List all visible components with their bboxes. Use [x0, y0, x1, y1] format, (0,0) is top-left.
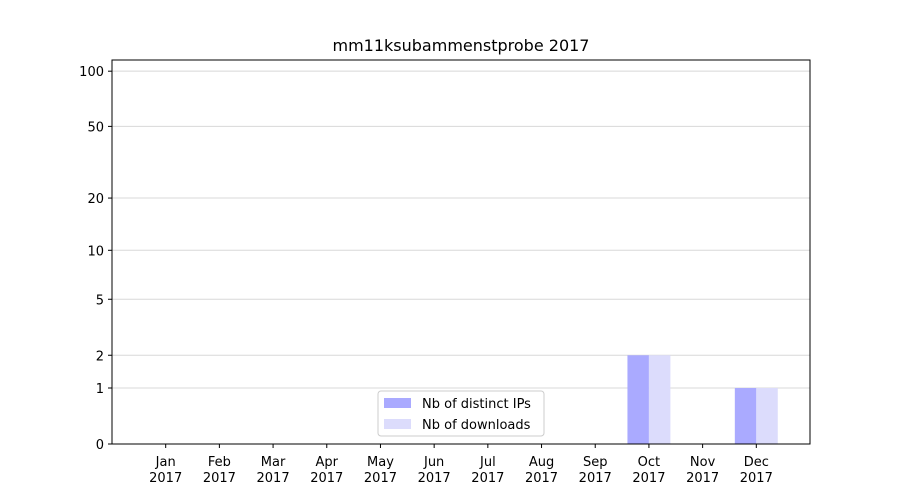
legend-swatch — [384, 419, 411, 429]
legend-label: Nb of downloads — [422, 418, 531, 433]
y-tick-label: 0 — [96, 438, 104, 453]
y-tick-label: 1 — [96, 382, 104, 397]
x-tick-label: Mar 2017 — [257, 455, 290, 486]
x-tick-label: Dec 2017 — [740, 455, 773, 486]
x-tick-label: Jan 2017 — [149, 455, 182, 486]
plot-frame — [111, 59, 811, 445]
x-tick-label: Jun 2017 — [418, 455, 451, 486]
x-tick-label: Nov 2017 — [686, 455, 719, 486]
x-tick-label: May 2017 — [364, 455, 397, 486]
x-tick-label: Sep 2017 — [579, 455, 612, 486]
y-tick-label: 10 — [87, 244, 104, 259]
bar — [734, 388, 757, 444]
bar — [648, 355, 671, 444]
legend-label: Nb of distinct IPs — [422, 397, 531, 412]
bar — [756, 388, 778, 444]
bar — [627, 355, 649, 444]
x-tick-label: Jul 2017 — [471, 455, 504, 486]
y-tick-label: 20 — [87, 192, 104, 207]
legend-swatch — [384, 398, 411, 408]
chart-title: mm11ksubammenstprobe 2017 — [333, 36, 590, 55]
x-tick-label: Feb 2017 — [203, 455, 236, 486]
legend: Nb of distinct IPs Nb of downloads — [377, 390, 545, 437]
y-tick-label: 2 — [96, 349, 104, 364]
x-tick-label: Apr 2017 — [310, 455, 343, 486]
y-tick-label: 100 — [79, 65, 104, 80]
legend-box — [377, 390, 545, 437]
x-tick-label: Aug 2017 — [525, 455, 558, 486]
x-tick-label: Oct 2017 — [632, 455, 665, 486]
y-tick-label: 5 — [96, 293, 104, 308]
y-tick-label: 50 — [87, 120, 104, 135]
